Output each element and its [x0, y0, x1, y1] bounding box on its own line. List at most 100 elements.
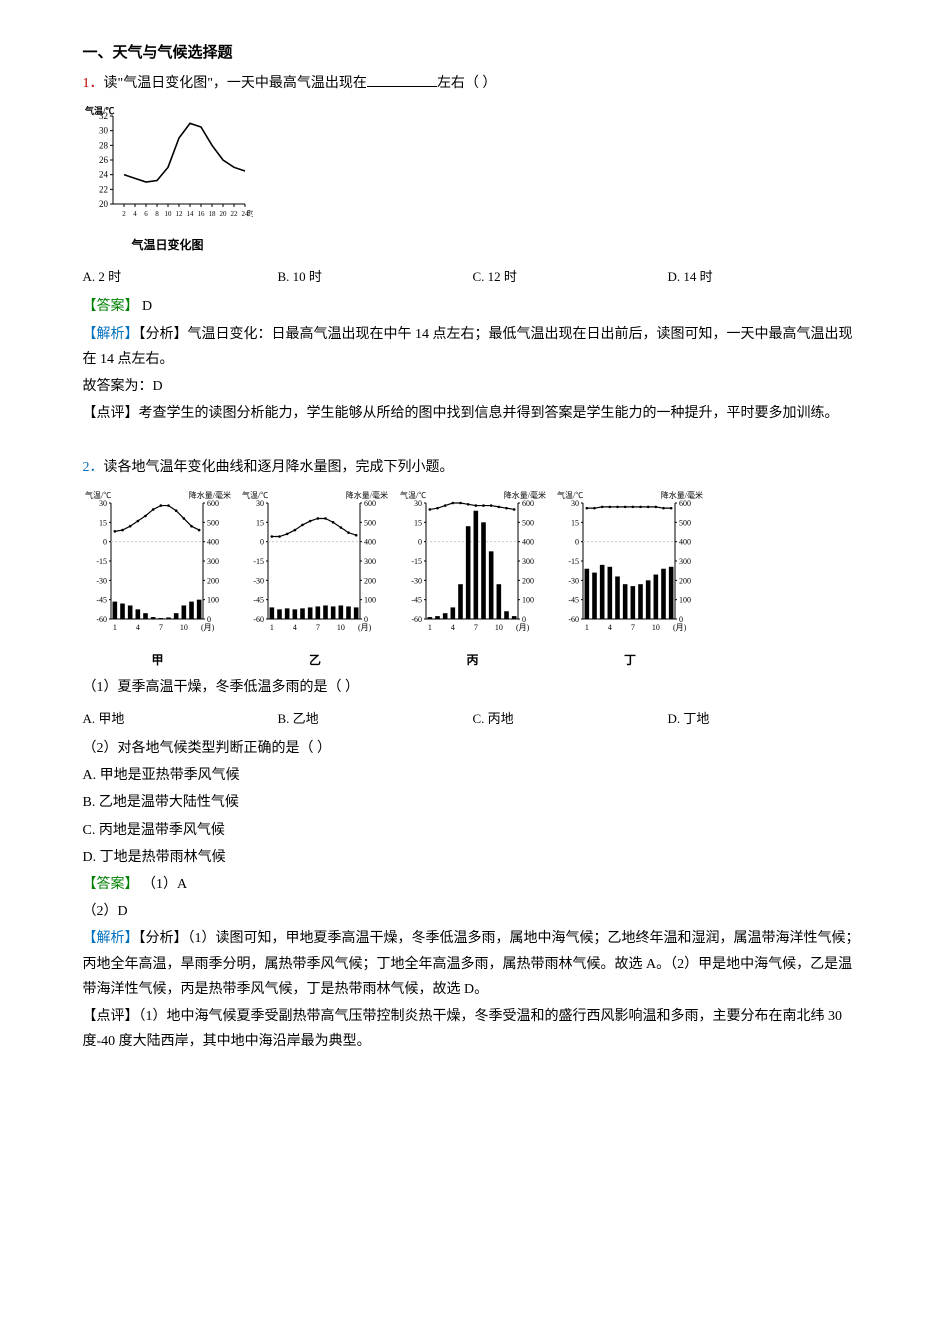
- svg-text:-45: -45: [253, 595, 264, 604]
- q2-chart-ding: -60-45-30-150153001002003004005006001471…: [555, 489, 705, 672]
- svg-text:7: 7: [158, 623, 162, 632]
- svg-text:4: 4: [608, 623, 612, 632]
- q2-sub1-stem: （1）夏季高温干燥，冬季低温多雨的是（ ）: [83, 675, 863, 700]
- svg-text:22: 22: [99, 185, 108, 195]
- svg-text:7: 7: [316, 623, 320, 632]
- svg-text:400: 400: [207, 537, 219, 546]
- svg-text:26: 26: [99, 155, 109, 165]
- svg-text:10: 10: [164, 210, 172, 218]
- q2-stem-text: 读各地气温年变化曲线和逐月降水量图，完成下列小题。: [104, 460, 454, 475]
- svg-text:4: 4: [293, 623, 297, 632]
- svg-text:4: 4: [135, 623, 139, 632]
- svg-text:15: 15: [414, 518, 422, 527]
- chart-label-yi: 乙: [240, 650, 390, 672]
- svg-text:(月): (月): [673, 623, 687, 632]
- svg-text:100: 100: [522, 595, 534, 604]
- svg-text:-30: -30: [568, 576, 579, 585]
- blank: [367, 72, 437, 87]
- svg-text:气温/℃: 气温/℃: [557, 490, 583, 500]
- svg-text:200: 200: [679, 576, 691, 585]
- svg-text:28: 28: [99, 141, 109, 151]
- q1-chart-caption: 气温日变化图: [83, 235, 253, 257]
- q1-opt-d: D. 14 时: [668, 265, 863, 288]
- svg-text:-15: -15: [411, 557, 422, 566]
- svg-text:气温/℃: 气温/℃: [400, 490, 426, 500]
- q1-analysis: 【解析】【分析】气温日变化：日最高气温出现在中午 14 点左右；最低气温出现在日…: [83, 322, 863, 372]
- comment-label: 【点评】: [83, 1009, 139, 1024]
- svg-text:18: 18: [208, 210, 216, 218]
- svg-text:300: 300: [522, 557, 534, 566]
- q1-options: A. 2 时 B. 10 时 C. 12 时 D. 14 时: [83, 265, 863, 288]
- q1-conclusion: 故答案为：D: [83, 374, 863, 399]
- svg-text:降水量/毫米: 降水量/毫米: [503, 490, 545, 500]
- svg-text:-45: -45: [96, 595, 107, 604]
- svg-text:-45: -45: [568, 595, 579, 604]
- svg-text:4: 4: [133, 210, 137, 218]
- svg-text:7: 7: [473, 623, 477, 632]
- q1-analysis-text: 【分析】气温日变化：日最高气温出现在中午 14 点左右；最低气温出现在日出前后，…: [83, 327, 853, 367]
- svg-text:-60: -60: [411, 615, 422, 624]
- svg-text:1: 1: [270, 623, 274, 632]
- q2-sub1-options: A. 甲地 B. 乙地 C. 丙地 D. 丁地: [83, 707, 863, 730]
- q1-stem: 1．读"气温日变化图"，一天中最高气温出现在左右（ ）: [83, 71, 863, 96]
- svg-text:-15: -15: [96, 557, 107, 566]
- q2s2-opt-b: B. 乙地是温带大陆性气候: [83, 790, 863, 815]
- svg-text:600: 600: [207, 499, 219, 508]
- svg-text:4: 4: [450, 623, 454, 632]
- svg-text:0: 0: [575, 537, 579, 546]
- q2-number: 2．: [83, 460, 104, 475]
- svg-text:30: 30: [414, 499, 422, 508]
- svg-text:6: 6: [144, 210, 148, 218]
- svg-text:200: 200: [207, 576, 219, 585]
- svg-text:(月): (月): [358, 623, 372, 632]
- comment-label: 【点评】: [83, 406, 139, 421]
- q1-answer-value: D: [142, 299, 152, 314]
- svg-text:300: 300: [679, 557, 691, 566]
- svg-text:100: 100: [207, 595, 219, 604]
- svg-text:(月): (月): [516, 623, 530, 632]
- chart-label-jia: 甲: [83, 650, 233, 672]
- q2s2-opt-c: C. 丙地是温带季风气候: [83, 818, 863, 843]
- svg-text:1: 1: [427, 623, 431, 632]
- svg-text:600: 600: [364, 499, 376, 508]
- svg-text:气温/℃: 气温/℃: [242, 490, 268, 500]
- svg-text:2: 2: [122, 210, 126, 218]
- svg-text:1: 1: [112, 623, 116, 632]
- q2-answer1-value: （1）A: [142, 877, 187, 892]
- svg-text:500: 500: [522, 518, 534, 527]
- svg-text:10: 10: [337, 623, 345, 632]
- svg-text:0: 0: [418, 537, 422, 546]
- svg-text:300: 300: [364, 557, 376, 566]
- q2-sub2-stem: （2）对各地气候类型判断正确的是（ ）: [83, 736, 863, 761]
- q1-opt-a: A. 2 时: [83, 265, 278, 288]
- q2s1-opt-d: D. 丁地: [668, 707, 863, 730]
- analysis-label: 【解析】: [83, 327, 139, 342]
- svg-text:100: 100: [679, 595, 691, 604]
- svg-text:10: 10: [652, 623, 660, 632]
- svg-text:100: 100: [364, 595, 376, 604]
- svg-text:8: 8: [155, 210, 159, 218]
- q1-stem-prefix: 读"气温日变化图"，一天中最高气温出现在: [104, 76, 367, 91]
- svg-text:20: 20: [99, 199, 109, 209]
- svg-text:400: 400: [364, 537, 376, 546]
- svg-text:7: 7: [631, 623, 635, 632]
- q2s2-opt-a: A. 甲地是亚热带季风气候: [83, 763, 863, 788]
- q2-comment: 【点评】（1）地中海气候夏季受副热带高气压带控制炎热干燥，冬季受温和的盛行西风影…: [83, 1004, 863, 1054]
- svg-text:15: 15: [256, 518, 264, 527]
- q1-chart: 2022242628303224681012141618202224气温/℃时 …: [83, 104, 253, 257]
- svg-text:-60: -60: [253, 615, 264, 624]
- svg-text:-60: -60: [96, 615, 107, 624]
- q1-answer: 【答案】 D: [83, 294, 863, 319]
- chart-label-ding: 丁: [555, 650, 705, 672]
- svg-text:30: 30: [571, 499, 579, 508]
- svg-text:气温/℃: 气温/℃: [84, 105, 115, 116]
- section-title: 一、天气与气候选择题: [83, 40, 863, 67]
- svg-text:0: 0: [103, 537, 107, 546]
- answer-label: 【答案】: [83, 877, 139, 892]
- svg-text:20: 20: [219, 210, 227, 218]
- q1-stem-suffix: 左右（ ）: [437, 76, 497, 91]
- svg-text:-30: -30: [253, 576, 264, 585]
- q1-comment: 【点评】考查学生的读图分析能力，学生能够从所给的图中找到信息并得到答案是学生能力…: [83, 401, 863, 426]
- svg-text:(月): (月): [201, 623, 215, 632]
- q2-analysis: 【解析】【分析】（1）读图可知，甲地夏季高温干燥，冬季低温多雨，属地中海气候；乙…: [83, 926, 863, 1002]
